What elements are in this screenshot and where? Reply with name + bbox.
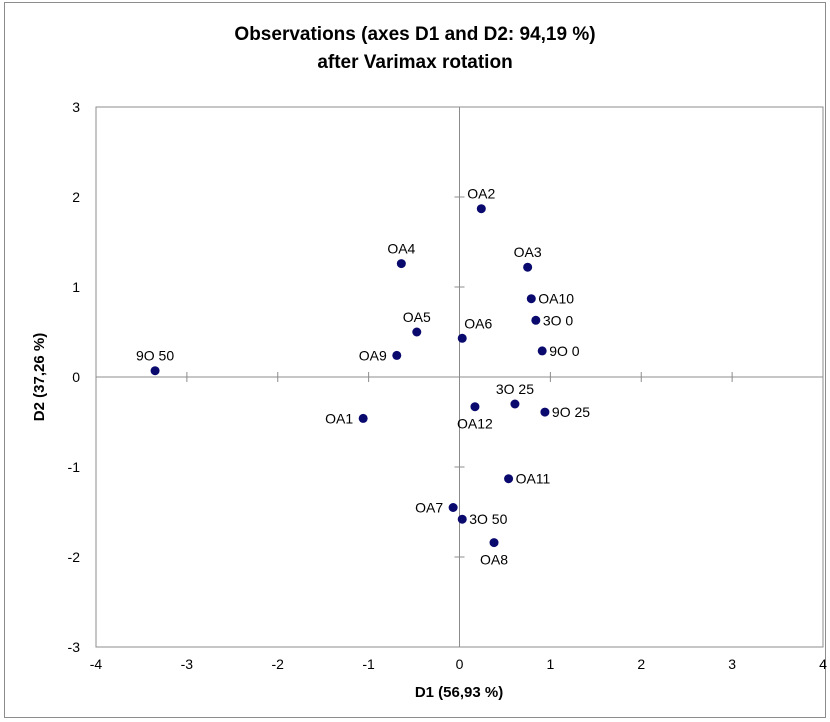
data-point-label: OA6 xyxy=(464,315,492,331)
data-point-label: 9O 50 xyxy=(136,348,174,364)
data-point-label: OA7 xyxy=(415,500,443,516)
data-point xyxy=(448,503,458,512)
y-tick-label: -1 xyxy=(68,459,81,475)
data-point-label: OA8 xyxy=(480,552,508,568)
data-point-label: OA1 xyxy=(325,410,353,426)
data-point-label: OA9 xyxy=(359,347,387,363)
data-point-label: OA5 xyxy=(403,309,431,325)
y-tick-label: -3 xyxy=(68,639,81,655)
data-point xyxy=(457,514,467,524)
y-tick-label: 3 xyxy=(72,99,80,115)
y-tick-label: 2 xyxy=(72,189,80,205)
data-point-label: 3O 25 xyxy=(496,381,534,397)
chart-frame xyxy=(4,2,826,718)
data-point xyxy=(523,262,533,272)
axes xyxy=(96,107,823,647)
x-tick-label: 0 xyxy=(456,656,464,672)
y-tick-label: 0 xyxy=(72,369,80,385)
data-point xyxy=(526,294,536,304)
chart-title: Observations (axes D1 and D2: 94,19 %) xyxy=(234,24,595,45)
data-point-label: OA2 xyxy=(467,186,495,202)
data-point xyxy=(470,402,480,412)
data-point-label: OA12 xyxy=(457,416,493,432)
point-labels: OA2 OA4 OA3 OA10 3O 0 OA5 OA6 9O 0 OA9 9O 50 3O 25… xyxy=(136,186,590,568)
data-points xyxy=(150,204,550,548)
data-point xyxy=(150,366,160,376)
data-point xyxy=(510,399,520,409)
data-point-label: OA10 xyxy=(538,291,574,307)
data-point xyxy=(476,204,486,214)
x-tick-label: -3 xyxy=(181,656,194,672)
chart-subtitle: after Varimax rotation xyxy=(317,52,512,73)
x-tick-label: 3 xyxy=(728,656,736,672)
tick-labels: -4 -3 -2 -1 0 1 2 3 4 -3 -2 -1 0 1 2 3 xyxy=(68,99,828,672)
data-point-label: 9O 25 xyxy=(552,404,590,420)
data-point xyxy=(396,259,406,269)
y-tick-label: 1 xyxy=(72,279,80,295)
x-tick-label: 2 xyxy=(637,656,645,672)
data-point-label: 9O 0 xyxy=(549,343,580,359)
data-point-label: 3O 0 xyxy=(543,312,574,328)
data-point xyxy=(392,350,402,360)
data-point xyxy=(537,346,547,356)
x-tick-label: -2 xyxy=(272,656,285,672)
data-point xyxy=(504,474,514,484)
x-axis-title: D1 (56,93 %) xyxy=(415,684,503,701)
data-point xyxy=(358,413,368,423)
data-point-label: OA4 xyxy=(387,241,415,257)
x-tick-label: 4 xyxy=(819,656,827,672)
y-axis-title: D2 (37,26 %) xyxy=(31,333,48,421)
data-point xyxy=(412,327,422,337)
x-tick-label: -1 xyxy=(362,656,375,672)
data-point xyxy=(540,407,550,417)
data-point-label: OA3 xyxy=(514,244,542,260)
data-point xyxy=(489,538,499,548)
x-tick-label: 1 xyxy=(546,656,554,672)
data-point-label: 3O 50 xyxy=(469,511,507,527)
data-point xyxy=(457,333,467,343)
data-point-label: OA11 xyxy=(516,471,551,487)
data-point xyxy=(531,315,541,325)
y-tick-label: -2 xyxy=(68,549,81,565)
x-tick-label: -4 xyxy=(90,656,103,672)
